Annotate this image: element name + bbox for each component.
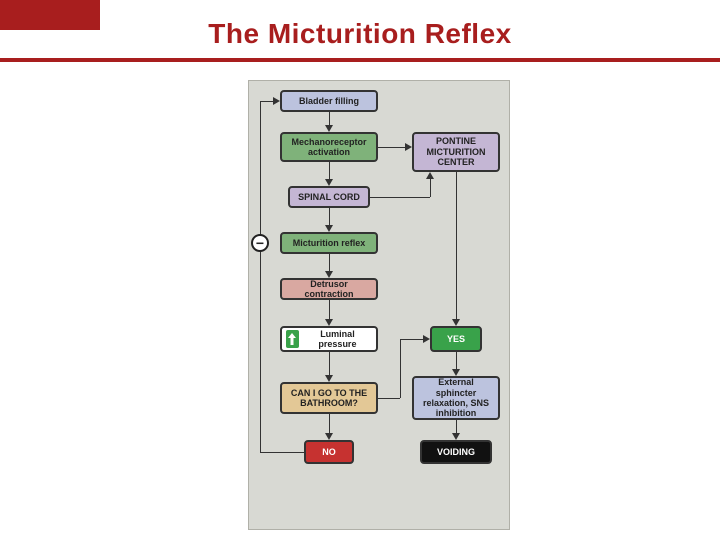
- node-reflex: Micturition reflex: [280, 232, 378, 254]
- node-yes: YES: [430, 326, 482, 352]
- node-no: NO: [304, 440, 354, 464]
- node-external: External sphincter relaxation, SNS inhib…: [412, 376, 500, 420]
- node-voiding: VOIDING: [420, 440, 492, 464]
- up-arrow-icon: [286, 330, 299, 348]
- node-cango: CAN I GO TO THE BATHROOM?: [280, 382, 378, 414]
- node-pontine: PONTINE MICTURITION CENTER: [412, 132, 500, 172]
- negative-feedback-icon: −: [251, 234, 269, 252]
- micturition-flowchart: Bladder filling Mechanoreceptor activatio…: [230, 80, 510, 530]
- node-luminal: Luminal pressure: [280, 326, 378, 352]
- node-spinal: SPINAL CORD: [288, 186, 370, 208]
- page-title: The Micturition Reflex: [0, 18, 720, 50]
- node-mechano: Mechanoreceptor activation: [280, 132, 378, 162]
- node-bladder: Bladder filling: [280, 90, 378, 112]
- node-detrusor: Detrusor contraction: [280, 278, 378, 300]
- title-underline: [0, 58, 720, 62]
